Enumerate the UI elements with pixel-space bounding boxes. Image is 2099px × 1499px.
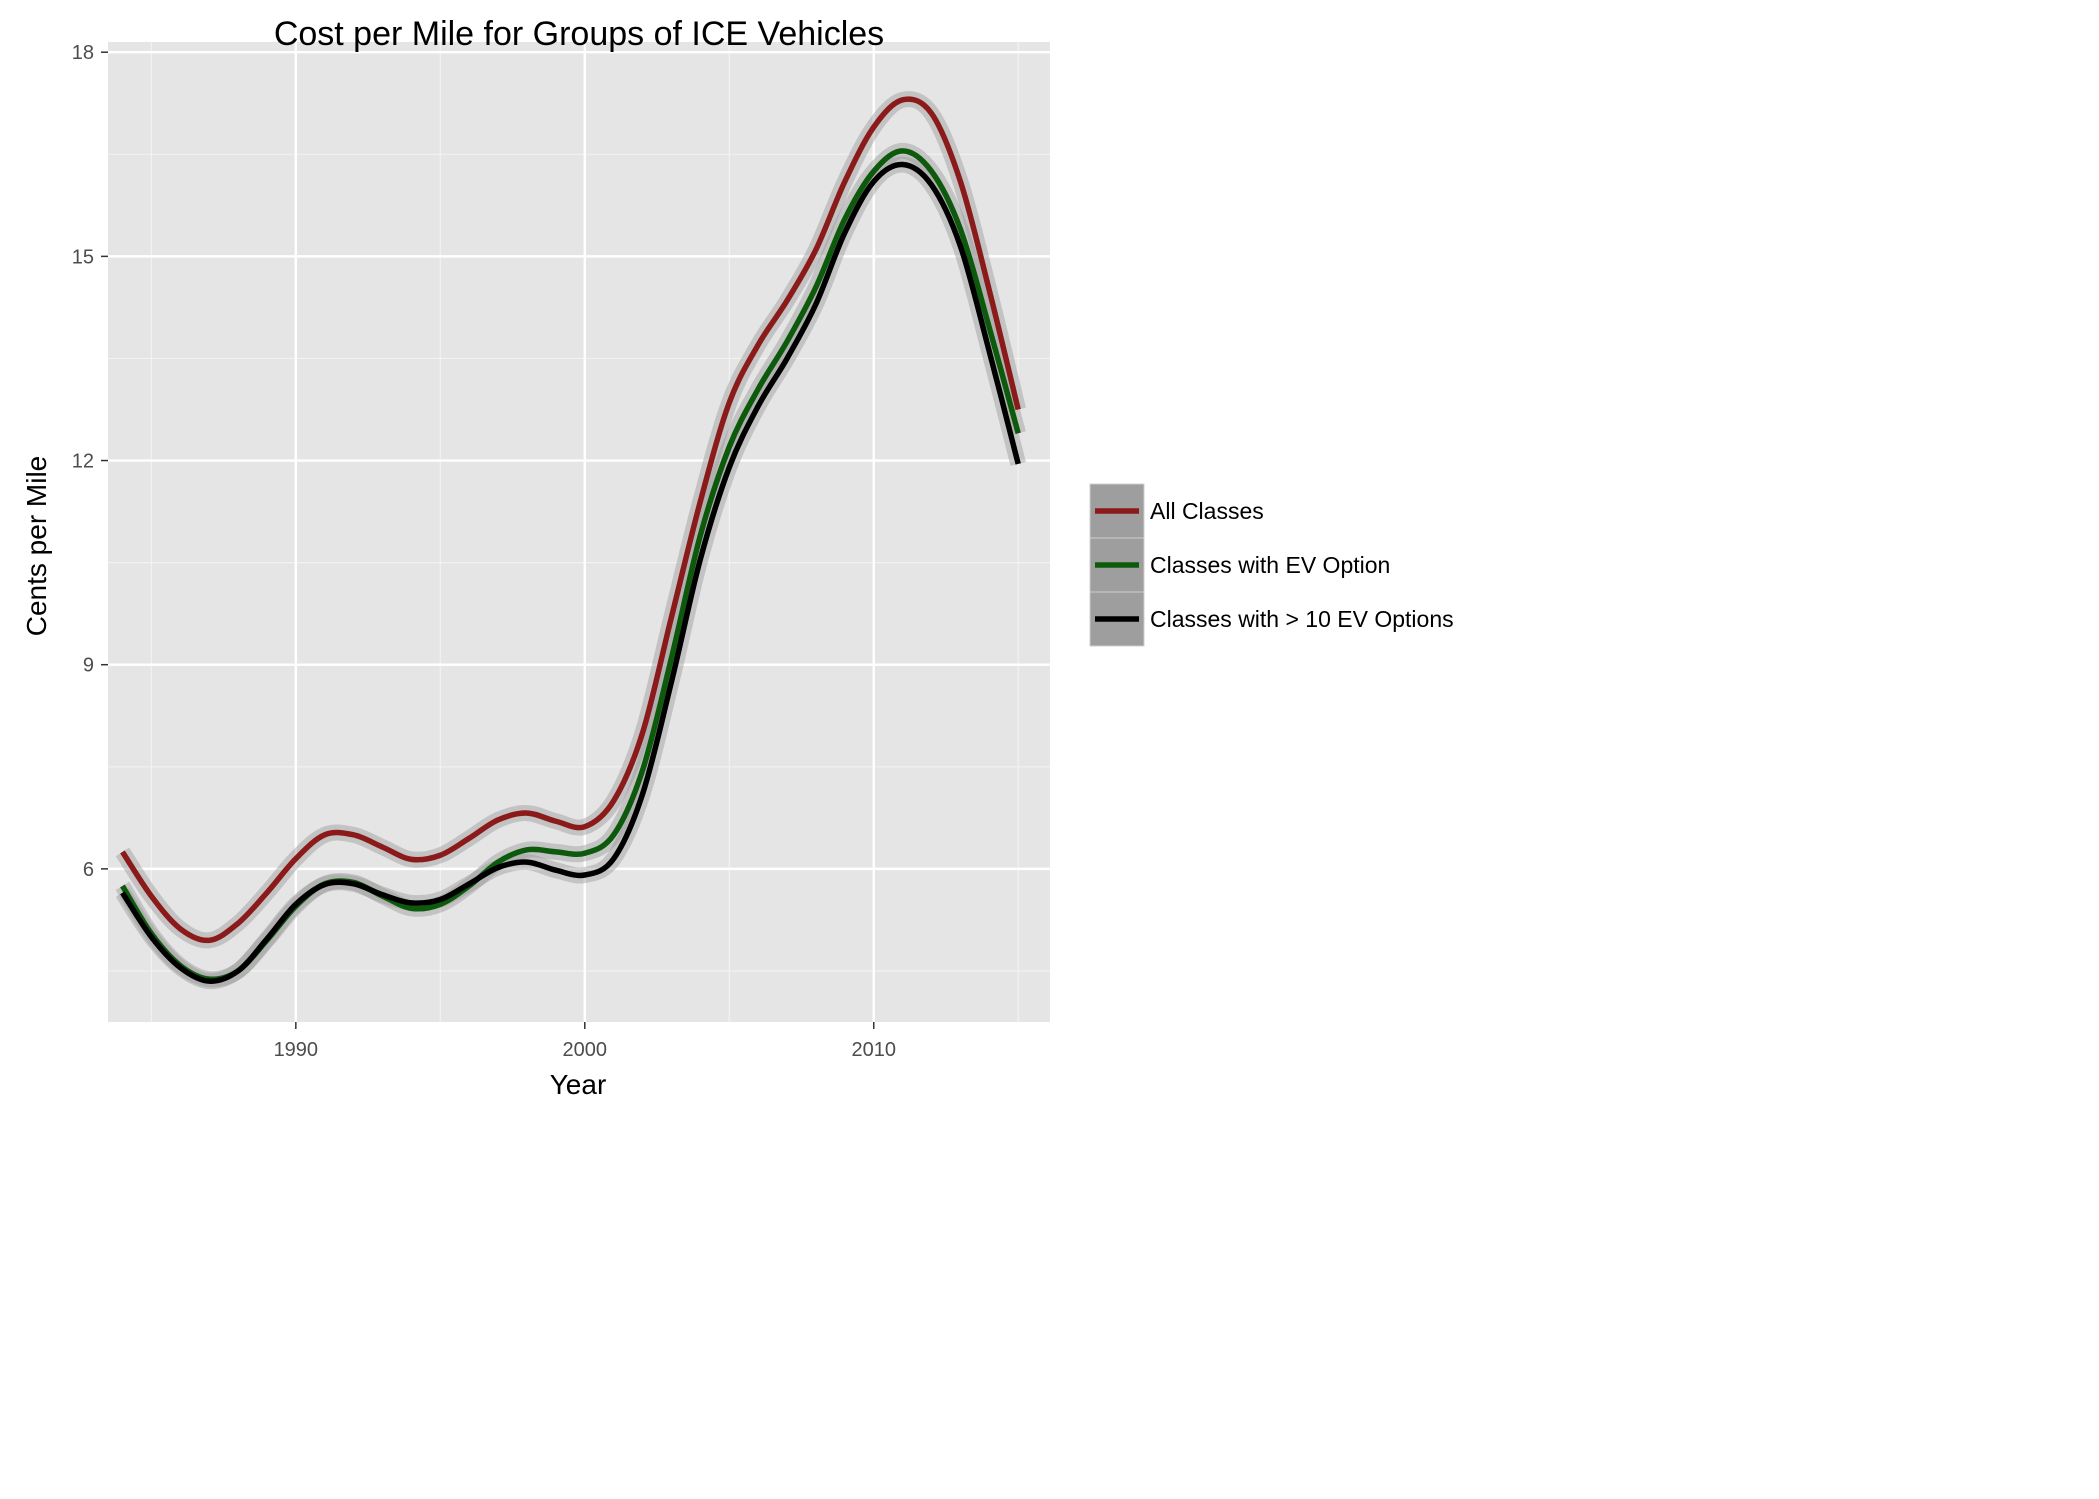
chart-title: Cost per Mile for Groups of ICE Vehicles	[274, 15, 884, 53]
legend-label: Classes with > 10 EV Options	[1150, 606, 1454, 632]
legend: All Classes Classes with EV Option Classes…	[1089, 483, 1454, 647]
y-tick-label: 9	[83, 655, 94, 677]
legend-label: Classes with EV Option	[1150, 552, 1390, 578]
series-lines	[120, 96, 1021, 984]
minor-gridlines	[108, 42, 1050, 1022]
chart-svg: 1990 2000 2010 6 9 12 15 18 Cost per Mile for G…	[21, 15, 1454, 1100]
x-tick-label: 2010	[851, 1039, 896, 1061]
y-tick-label: 12	[72, 451, 94, 473]
y-tick-label: 15	[72, 246, 94, 268]
y-axis-title: Cents per Mile	[21, 456, 52, 637]
legend-label: All Classes	[1150, 498, 1264, 524]
y-tick-label: 6	[83, 859, 94, 881]
x-tick-label: 2000	[563, 1039, 608, 1061]
legend-item-2: Classes with > 10 EV Options	[1089, 591, 1454, 647]
axes: 1990 2000 2010 6 9 12 15 18	[72, 42, 896, 1061]
plot-panel	[108, 42, 1050, 1022]
series-line-0	[120, 96, 1021, 944]
chart: 1990 2000 2010 6 9 12 15 18 Cost per Mile for G…	[21, 15, 1454, 1100]
series-line-2	[120, 161, 1021, 984]
legend-item-0: All Classes	[1089, 483, 1264, 539]
y-tick-label: 18	[72, 42, 94, 64]
legend-item-1: Classes with EV Option	[1089, 537, 1390, 593]
x-tick-label: 1990	[274, 1039, 319, 1061]
x-axis-title: Year	[550, 1069, 607, 1100]
